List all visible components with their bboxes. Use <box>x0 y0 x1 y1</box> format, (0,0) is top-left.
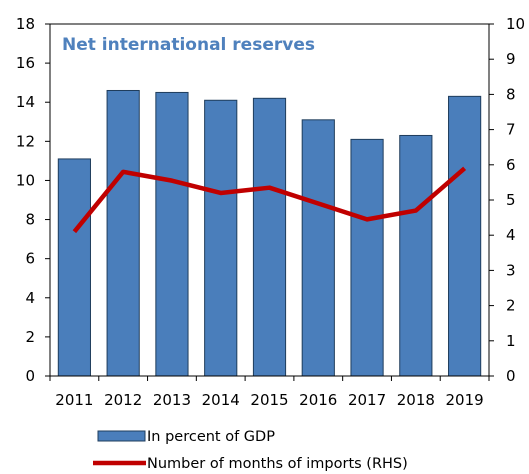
y-left-tick-label: 18 <box>16 15 35 33</box>
y-right-tick-label: 8 <box>506 85 516 103</box>
legend: In percent of GDP Number of months of im… <box>93 429 408 472</box>
x-tick-label: 2019 <box>446 391 484 409</box>
legend-bar-swatch <box>97 430 146 442</box>
y-left-tick-label: 0 <box>25 367 35 385</box>
y-left-tick-label: 4 <box>25 289 35 307</box>
y-left-tick-label: 12 <box>16 132 35 150</box>
legend-bar-label: In percent of GDP <box>147 429 275 445</box>
y-right-tick-label: 9 <box>506 50 516 68</box>
x-tick-label: 2016 <box>299 391 337 409</box>
bar-2011 <box>57 158 91 377</box>
y-left-tick-label: 8 <box>25 211 35 229</box>
x-tick-label: 2013 <box>153 391 191 409</box>
bar-2017 <box>350 138 384 377</box>
x-tick-label: 2014 <box>202 391 240 409</box>
x-tick-label: 2012 <box>104 391 142 409</box>
y-right-tick-label: 0 <box>506 367 516 385</box>
bar-2018 <box>399 134 433 377</box>
y-right-tick-label: 4 <box>506 226 516 244</box>
y-right-tick-label: 6 <box>506 156 516 174</box>
y-left-tick-label: 14 <box>16 93 35 111</box>
legend-line-label: Number of months of imports (RHS) <box>147 456 408 472</box>
bar-2016 <box>301 119 335 377</box>
bar-2014 <box>204 99 238 377</box>
y-right-tick-label: 1 <box>506 332 516 350</box>
bar-2012 <box>106 89 140 377</box>
y-right-tick-label: 3 <box>506 261 516 279</box>
y-right-tick-label: 7 <box>506 121 516 139</box>
bar-2015 <box>252 97 287 377</box>
y-right-tick-label: 5 <box>506 191 516 209</box>
y-left-tick-label: 6 <box>25 250 35 268</box>
bars-layer <box>57 89 482 377</box>
x-tick-label: 2015 <box>250 391 288 409</box>
y-right-tick-label: 10 <box>506 15 525 33</box>
y-left-tick-label: 2 <box>25 328 35 346</box>
x-tick-label: 2017 <box>348 391 386 409</box>
x-tick-label: 2018 <box>397 391 435 409</box>
bar-2019 <box>448 95 482 377</box>
y-left-tick-label: 16 <box>16 54 35 72</box>
y-left-tick-label: 10 <box>16 171 35 189</box>
y-right-tick-label: 2 <box>506 297 516 315</box>
bar-2013 <box>155 91 189 377</box>
x-tick-label: 2011 <box>55 391 93 409</box>
chart-title: Net international reserves <box>62 35 315 55</box>
axes-layer <box>45 23 494 381</box>
months-of-imports-line <box>72 166 467 234</box>
line-layer <box>72 166 467 234</box>
